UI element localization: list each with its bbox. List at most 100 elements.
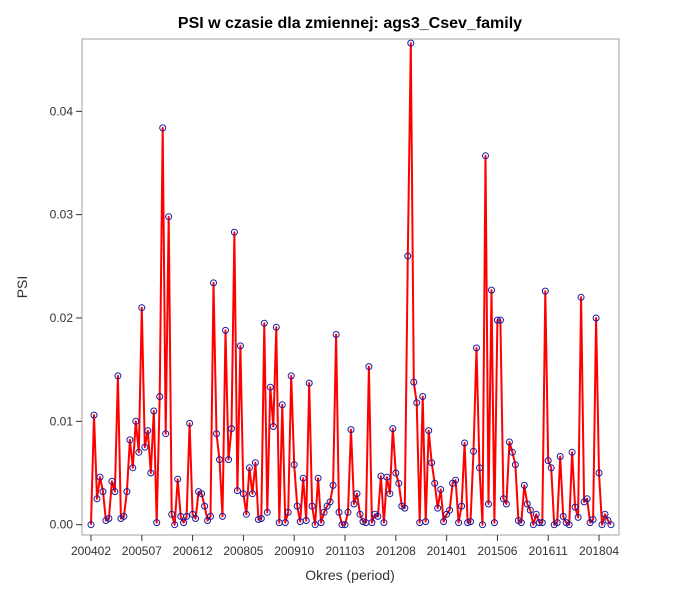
- data-point: [479, 521, 486, 529]
- data-point: [574, 513, 582, 521]
- data-point: [467, 518, 474, 526]
- data-point: [520, 481, 528, 489]
- data-point: [281, 519, 289, 527]
- data-point: [607, 521, 615, 529]
- data-point: [219, 512, 226, 520]
- data-point: [233, 487, 241, 495]
- data-point: [248, 490, 256, 498]
- data-point: [464, 519, 472, 527]
- data-point: [311, 521, 319, 529]
- data-point: [485, 500, 492, 508]
- data-point: [476, 464, 483, 472]
- data-point: [87, 521, 95, 529]
- data-point: [535, 519, 543, 527]
- data-point: [299, 474, 307, 482]
- data-point: [553, 519, 561, 527]
- data-point: [338, 521, 346, 529]
- data-point: [302, 517, 310, 524]
- data-point: [511, 461, 519, 469]
- data-point: [287, 372, 295, 380]
- data-point: [153, 519, 161, 527]
- x-tick-label: 201804: [579, 544, 619, 558]
- x-tick-label: 201103: [325, 544, 364, 558]
- y-tick-label: 0.04: [50, 104, 74, 118]
- data-point: [380, 519, 388, 527]
- data-point: [419, 393, 427, 400]
- data-point: [108, 477, 116, 485]
- data-point: [317, 519, 325, 527]
- data-point: [493, 316, 501, 324]
- data-point: [114, 372, 122, 380]
- x-tick-label: 200507: [122, 544, 162, 558]
- data-point: [404, 252, 412, 260]
- data-point: [171, 521, 179, 529]
- data-point: [559, 512, 567, 520]
- data-point: [168, 510, 176, 518]
- data-point: [488, 286, 495, 294]
- data-point: [356, 510, 364, 518]
- data-point: [505, 438, 513, 446]
- data-point: [431, 479, 439, 487]
- data-point: [111, 488, 119, 496]
- data-point: [126, 436, 134, 444]
- data-point: [556, 453, 564, 460]
- data-point: [455, 519, 463, 527]
- data-point: [329, 481, 337, 489]
- data-point: [210, 279, 217, 287]
- x-tick-label: 200612: [173, 544, 213, 558]
- data-point: [407, 39, 415, 47]
- data-point: [571, 503, 579, 511]
- data-point: [428, 459, 436, 467]
- data-point: [529, 521, 537, 529]
- data-point: [532, 510, 540, 518]
- data-point: [180, 519, 188, 527]
- data-point: [186, 419, 194, 427]
- data-point: [395, 479, 403, 487]
- data-point: [242, 510, 250, 518]
- data-point: [470, 447, 477, 455]
- data-point: [425, 427, 433, 435]
- data-point: [410, 378, 418, 386]
- data-point: [183, 512, 191, 520]
- data-point: [565, 521, 573, 529]
- data-point: [269, 423, 277, 430]
- data-point: [502, 500, 510, 508]
- y-tick-label: 0.03: [50, 208, 74, 222]
- data-point: [341, 521, 349, 529]
- data-point: [568, 448, 576, 456]
- data-point: [577, 293, 585, 301]
- data-point: [344, 508, 352, 516]
- data-point: [523, 500, 531, 508]
- plot-area-frame: [81, 38, 620, 536]
- data-point: [222, 326, 229, 334]
- data-point: [383, 473, 391, 481]
- data-point: [198, 490, 206, 498]
- y-axis-label: PSI: [14, 276, 30, 299]
- data-point: [499, 495, 507, 503]
- data-point: [461, 439, 469, 447]
- data-point: [458, 502, 466, 510]
- data-point: [99, 488, 107, 496]
- data-point: [413, 399, 421, 407]
- data-point: [335, 508, 343, 516]
- data-point: [517, 519, 525, 527]
- data-point: [347, 426, 355, 434]
- data-point: [144, 427, 152, 435]
- data-point: [592, 314, 600, 322]
- data-point: [266, 383, 274, 391]
- data-point: [601, 510, 609, 518]
- data-point: [90, 411, 98, 419]
- x-axis: 200402 200507 200612 200805 200910 201103 2012…: [71, 535, 619, 558]
- data-point: [284, 508, 292, 516]
- data-point: [350, 500, 358, 508]
- data-point: [589, 516, 597, 523]
- data-point: [440, 518, 448, 526]
- y-tick-label: 0.02: [50, 311, 74, 325]
- data-point: [207, 512, 214, 520]
- data-point: [192, 515, 200, 522]
- data-point: [452, 476, 460, 484]
- data-point: [368, 519, 376, 527]
- data-point: [598, 521, 606, 529]
- data-point: [257, 515, 265, 522]
- data-point: [254, 516, 262, 523]
